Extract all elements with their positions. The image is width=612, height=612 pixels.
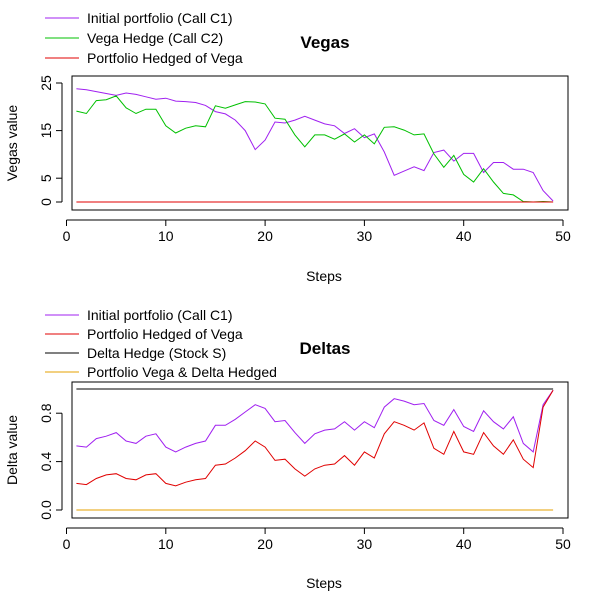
y-tick-label: 0: [38, 198, 54, 206]
x-tick-label: 50: [555, 536, 571, 552]
x-tick-label: 20: [257, 228, 273, 244]
x-tick-label: 30: [357, 536, 373, 552]
x-axis-label: Steps: [306, 575, 342, 591]
series-line-portfolio-hedged-of-vega: [76, 389, 554, 487]
y-tick-label: 0.0: [38, 500, 54, 520]
series-line-initial-portfolio-call-c1: [76, 389, 554, 453]
legend-label: Portfolio Hedged of Vega: [87, 326, 243, 342]
x-axis-label: Steps: [306, 268, 342, 284]
chart-deltas: 0 10 20 30 40 50 0.0 0.4 0.8 Initial portfolio (C…: [4, 307, 571, 591]
x-tick-label: 40: [456, 228, 472, 244]
plot-frame: [71, 381, 569, 519]
y-tick-label: 0.8: [38, 403, 54, 423]
y-axis-label: Delta value: [4, 415, 20, 485]
legend-label: Delta Hedge (Stock S): [87, 345, 226, 361]
series-line-vega-hedge-call-c2: [76, 95, 554, 203]
legend-label: Vega Hedge (Call C2): [87, 30, 223, 46]
x-tick-label: 20: [257, 536, 273, 552]
chart-title: Vegas: [300, 33, 349, 52]
x-tick-label: 30: [357, 228, 373, 244]
y-axis-label: Vegas value: [4, 105, 20, 181]
x-tick-label: 50: [555, 228, 571, 244]
y-tick-label: 25: [38, 75, 54, 91]
x-tick-label: 10: [158, 536, 174, 552]
chart-title: Deltas: [299, 339, 350, 358]
y-tick-label: 5: [38, 174, 54, 182]
series-line-initial-portfolio-call-c1: [76, 88, 554, 202]
y-tick-label: 0.4: [38, 452, 54, 472]
legend-label: Initial portfolio (Call C1): [87, 307, 233, 323]
legend-label: Portfolio Vega & Delta Hedged: [87, 364, 277, 380]
x-tick-label: 0: [63, 228, 71, 244]
x-tick-label: 40: [456, 536, 472, 552]
chart-vegas: 0 10 20 30 40 50 0 5 15 25 Initial portfolio (Call…: [4, 10, 571, 284]
y-tick-label: 15: [38, 123, 54, 139]
legend-label: Initial portfolio (Call C1): [87, 10, 233, 26]
x-tick-label: 10: [158, 228, 174, 244]
x-tick-label: 0: [63, 536, 71, 552]
legend-label: Portfolio Hedged of Vega: [87, 50, 243, 66]
plot-frame: [71, 75, 569, 211]
